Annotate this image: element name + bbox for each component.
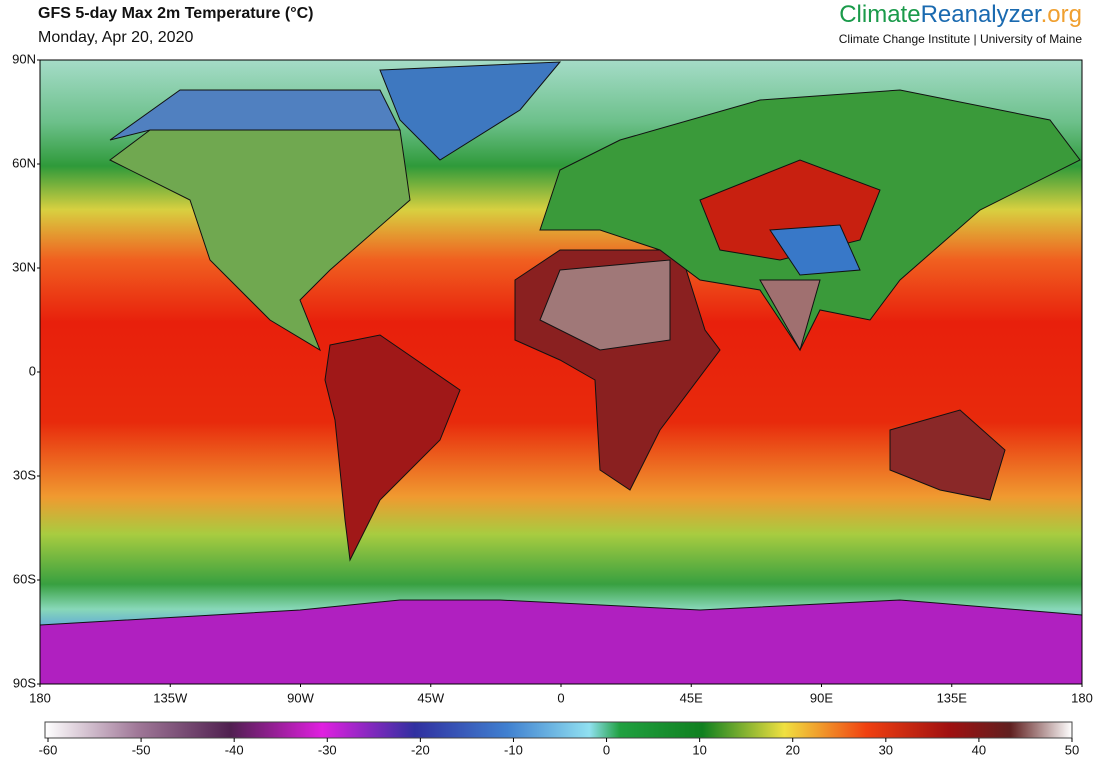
sahara xyxy=(539,259,671,351)
lat-label: 30S xyxy=(13,467,36,482)
lon-label: 0 xyxy=(557,690,564,705)
brand-part: .org xyxy=(1041,1,1082,28)
colorbar-label: 50 xyxy=(1065,742,1079,757)
north-america xyxy=(109,129,411,352)
title: GFS 5-day Max 2m Temperature (°C) xyxy=(38,5,314,22)
brand-subtitle: Climate Change Institute | University of… xyxy=(839,32,1083,46)
lon-label: 45E xyxy=(680,690,703,705)
colorbar-label: 30 xyxy=(879,742,893,757)
australia xyxy=(889,409,1006,501)
colorbar-label: -50 xyxy=(132,742,151,757)
antarctica xyxy=(40,599,1082,684)
lon-label: 90E xyxy=(810,690,833,705)
land xyxy=(40,61,1082,684)
lon-label: 135E xyxy=(937,690,968,705)
colorbar-label: -10 xyxy=(504,742,523,757)
tibet xyxy=(769,224,861,276)
date: Monday, Apr 20, 2020 xyxy=(38,29,193,46)
colorbar-label: 40 xyxy=(972,742,986,757)
lon-label: 180 xyxy=(29,690,51,705)
map xyxy=(40,60,1082,684)
colorbar-label: -30 xyxy=(318,742,337,757)
colorbar-label: 0 xyxy=(603,742,610,757)
colorbar-label: -20 xyxy=(411,742,430,757)
brand-part: Reanalyzer xyxy=(921,1,1042,28)
lon-label: 180 xyxy=(1071,690,1093,705)
colorbar-label: -40 xyxy=(225,742,244,757)
lat-label: 90N xyxy=(12,51,36,66)
lat-label: 90S xyxy=(13,675,36,690)
greenland xyxy=(379,61,562,161)
lat-label: 30N xyxy=(12,259,36,274)
colorbar-label: -60 xyxy=(39,742,58,757)
colorbar xyxy=(44,721,1073,739)
south-america xyxy=(324,334,461,562)
lat-label: 0 xyxy=(29,363,36,378)
india xyxy=(759,279,821,352)
brand: ClimateReanalyzer.org xyxy=(839,1,1082,28)
lon-label: 135W xyxy=(153,690,188,705)
lat-label: 60N xyxy=(12,155,36,170)
colorbar-label: 10 xyxy=(692,742,706,757)
lon-label: 90W xyxy=(287,690,314,705)
lon-label: 45W xyxy=(417,690,444,705)
lat-label: 60S xyxy=(13,571,36,586)
colorbar-label: 20 xyxy=(785,742,799,757)
brand-part: Climate xyxy=(839,1,920,28)
arctic-canada xyxy=(109,89,401,141)
